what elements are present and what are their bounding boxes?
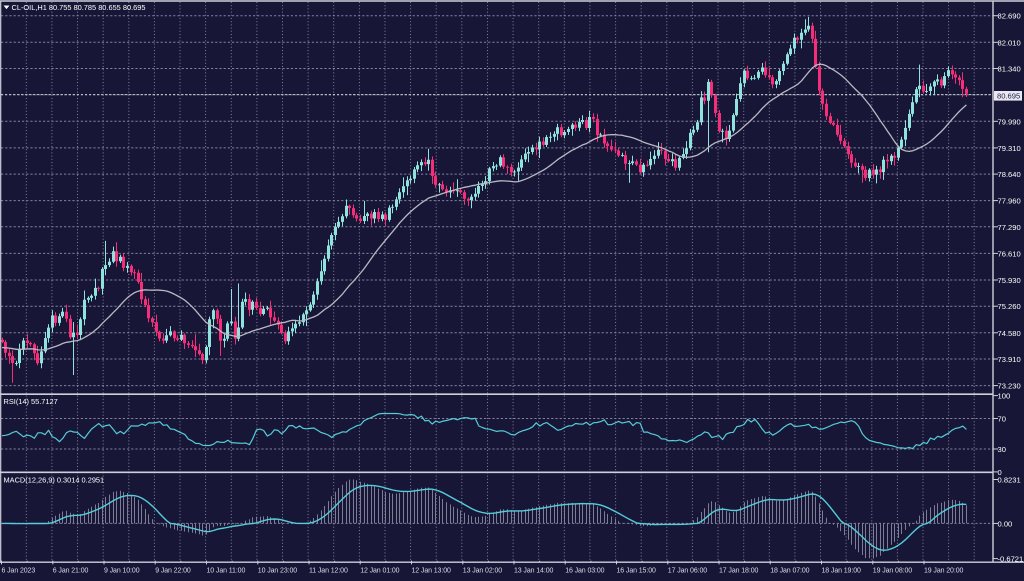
svg-text:RSI(14) 55.7127: RSI(14) 55.7127 (4, 397, 58, 406)
svg-text:6 Jan 21:00: 6 Jan 21:00 (53, 567, 89, 574)
svg-text:100: 100 (998, 392, 1011, 401)
svg-text:82.010: 82.010 (998, 38, 1021, 47)
svg-text:12 Jan 13:00: 12 Jan 13:00 (412, 567, 451, 574)
svg-text:16 Jan 15:00: 16 Jan 15:00 (617, 567, 656, 574)
svg-text:73.910: 73.910 (998, 355, 1021, 364)
svg-text:12 Jan 01:00: 12 Jan 01:00 (360, 567, 399, 574)
svg-text:16 Jan 03:00: 16 Jan 03:00 (565, 567, 604, 574)
svg-text:9 Jan 10:00: 9 Jan 10:00 (104, 567, 140, 574)
svg-text:MACD(12,26,9) 0.3014 0.2951: MACD(12,26,9) 0.3014 0.2951 (4, 476, 105, 485)
svg-text:76.610: 76.610 (998, 249, 1021, 258)
svg-text:9 Jan 22:00: 9 Jan 22:00 (155, 567, 191, 574)
svg-text:10 Jan 23:00: 10 Jan 23:00 (258, 567, 297, 574)
svg-text:11 Jan 12:00: 11 Jan 12:00 (309, 567, 348, 574)
svg-text:17 Jan 18:00: 17 Jan 18:00 (719, 567, 758, 574)
svg-text:81.340: 81.340 (998, 65, 1021, 74)
svg-text:77.960: 77.960 (998, 197, 1021, 206)
svg-text:30: 30 (998, 445, 1006, 454)
svg-text:78.640: 78.640 (998, 170, 1021, 179)
svg-text:-0.6721: -0.6721 (998, 555, 1024, 564)
svg-text:13 Jan 02:00: 13 Jan 02:00 (463, 567, 502, 574)
svg-text:19 Jan 20:00: 19 Jan 20:00 (924, 567, 963, 574)
svg-text:75.930: 75.930 (998, 276, 1021, 285)
svg-text:74.580: 74.580 (998, 329, 1021, 338)
svg-text:0.00: 0.00 (998, 519, 1013, 528)
svg-text:19 Jan 08:00: 19 Jan 08:00 (873, 567, 912, 574)
svg-text:13 Jan 14:00: 13 Jan 14:00 (514, 567, 553, 574)
svg-text:80.695: 80.695 (997, 92, 1020, 101)
svg-text:77.290: 77.290 (998, 223, 1021, 232)
svg-text:17 Jan 06:00: 17 Jan 06:00 (668, 567, 707, 574)
svg-text:18 Jan 19:00: 18 Jan 19:00 (822, 567, 861, 574)
svg-text:0.8231: 0.8231 (998, 476, 1021, 485)
svg-text:18 Jan 07:00: 18 Jan 07:00 (770, 567, 809, 574)
svg-text:CL-OIL,H1 80.755 80.785 80.65: CL-OIL,H1 80.755 80.785 80.655 80.695 (12, 3, 146, 12)
svg-text:82.690: 82.690 (998, 12, 1021, 21)
svg-text:79.990: 79.990 (998, 117, 1021, 126)
svg-text:0: 0 (998, 468, 1002, 477)
svg-text:70: 70 (998, 415, 1006, 424)
svg-text:10 Jan 11:00: 10 Jan 11:00 (207, 567, 246, 574)
svg-text:75.260: 75.260 (998, 302, 1021, 311)
svg-text:79.310: 79.310 (998, 144, 1021, 153)
svg-text:73.230: 73.230 (998, 382, 1021, 391)
svg-text:6 Jan 2023: 6 Jan 2023 (2, 567, 36, 574)
